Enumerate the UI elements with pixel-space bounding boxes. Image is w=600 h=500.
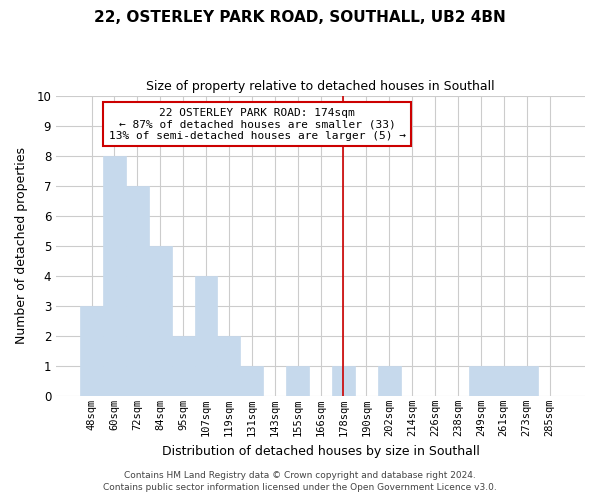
Bar <box>286 366 309 396</box>
Bar <box>492 366 515 396</box>
Title: Size of property relative to detached houses in Southall: Size of property relative to detached ho… <box>146 80 495 93</box>
Bar <box>80 306 103 396</box>
Bar <box>515 366 538 396</box>
Text: 22, OSTERLEY PARK ROAD, SOUTHALL, UB2 4BN: 22, OSTERLEY PARK ROAD, SOUTHALL, UB2 4B… <box>94 10 506 25</box>
Text: 22 OSTERLEY PARK ROAD: 174sqm
← 87% of detached houses are smaller (33)
13% of s: 22 OSTERLEY PARK ROAD: 174sqm ← 87% of d… <box>109 108 406 141</box>
Bar <box>332 366 355 396</box>
Bar <box>126 186 149 396</box>
Bar <box>217 336 241 396</box>
Bar <box>103 156 126 396</box>
Bar <box>194 276 217 396</box>
Bar <box>378 366 401 396</box>
Bar <box>469 366 492 396</box>
X-axis label: Distribution of detached houses by size in Southall: Distribution of detached houses by size … <box>161 444 479 458</box>
Text: Contains HM Land Registry data © Crown copyright and database right 2024.
Contai: Contains HM Land Registry data © Crown c… <box>103 471 497 492</box>
Y-axis label: Number of detached properties: Number of detached properties <box>15 147 28 344</box>
Bar <box>172 336 194 396</box>
Bar <box>241 366 263 396</box>
Bar <box>149 246 172 396</box>
